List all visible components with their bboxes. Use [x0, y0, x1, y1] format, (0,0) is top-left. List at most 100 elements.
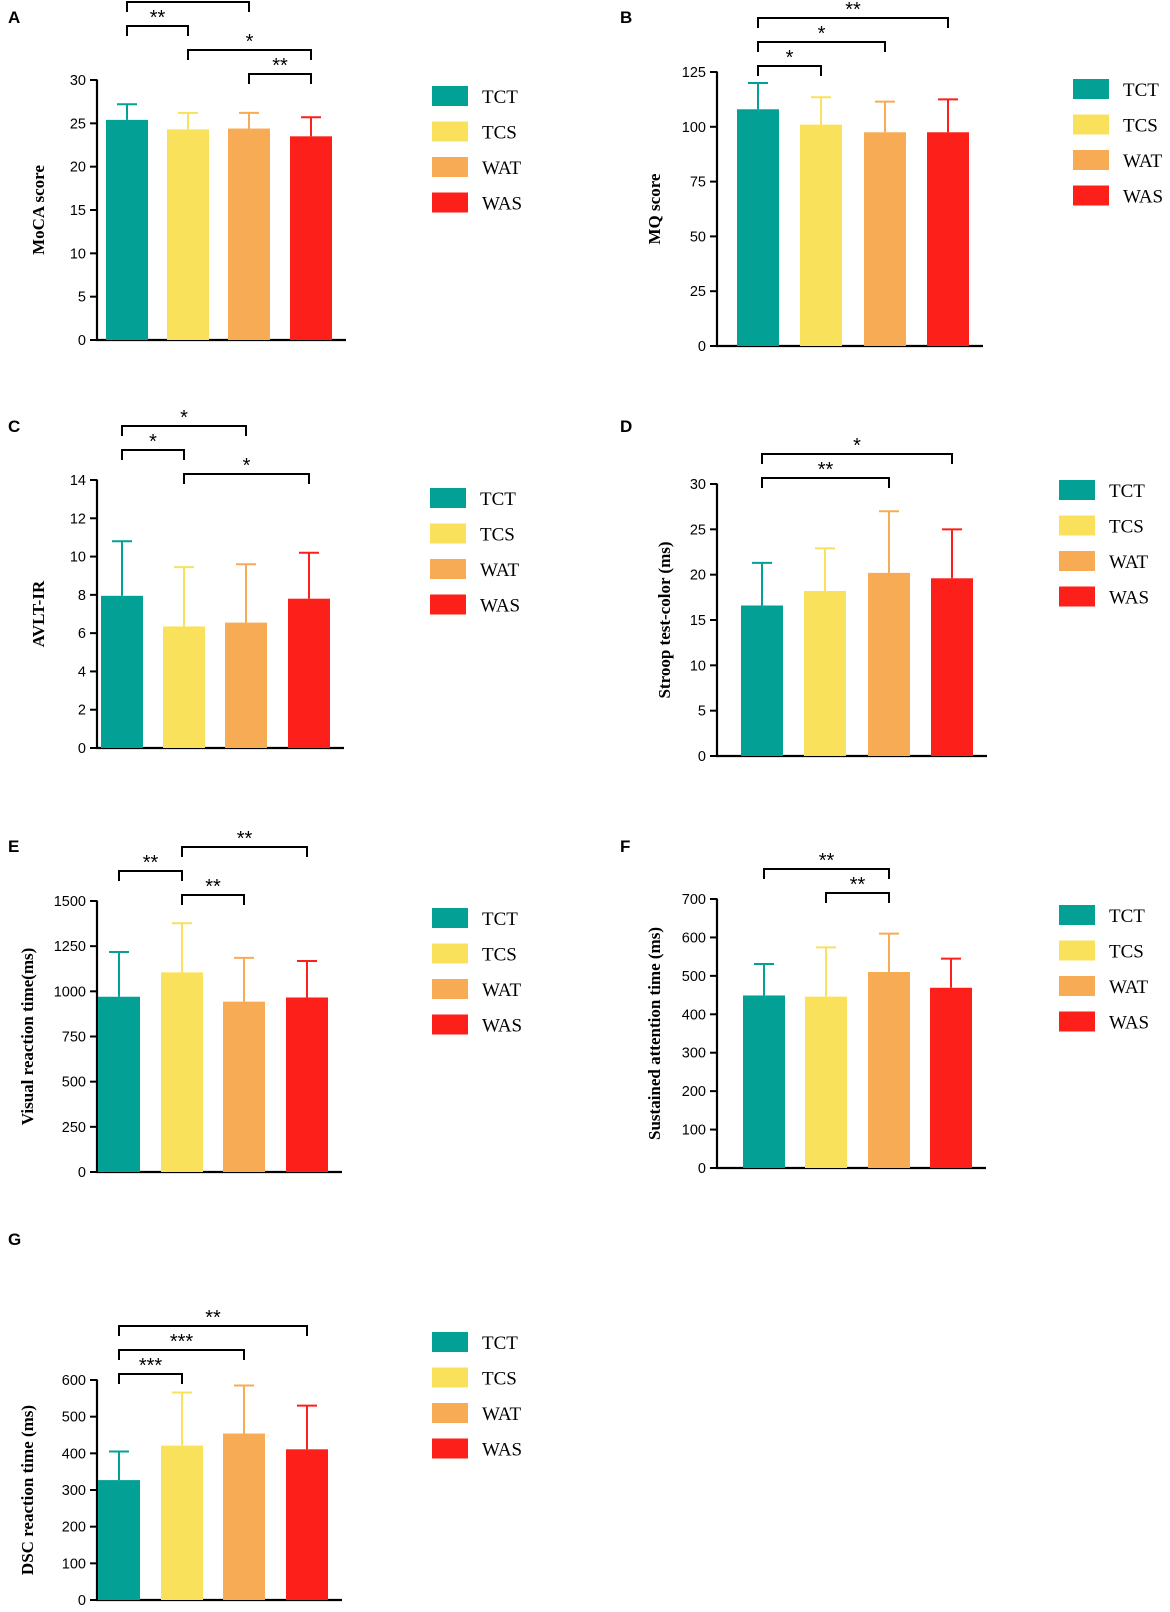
- legend-label-was: WAS: [1109, 588, 1149, 609]
- legend-swatch-tcs: [432, 121, 468, 142]
- legend-swatch-tcs: [1059, 940, 1095, 961]
- significance-bracket: [126, 25, 189, 36]
- significance-label: **: [237, 828, 253, 850]
- legend-swatch-was: [432, 192, 468, 213]
- legend-label-tcs: TCS: [482, 123, 517, 144]
- significance-label: *: [246, 31, 254, 53]
- panel-letter: C: [8, 417, 20, 436]
- legend-label-tct: TCT: [1123, 80, 1159, 101]
- legend-swatch-was: [1059, 586, 1095, 607]
- y-tick-label: 300: [682, 1046, 706, 1062]
- bar-tct: [743, 995, 785, 1168]
- significance-bracket: [757, 65, 822, 76]
- bar-tct: [98, 996, 140, 1172]
- y-tick-label: 0: [78, 741, 86, 757]
- y-tick-label: 0: [78, 1165, 86, 1181]
- significance-bracket: [825, 892, 890, 903]
- legend-swatch-wat: [432, 1403, 468, 1423]
- significance-label: ***: [170, 1331, 194, 1353]
- y-tick-label: 14: [70, 473, 86, 489]
- legend-label-was: WAS: [1123, 187, 1163, 208]
- bar-was: [288, 598, 330, 748]
- y-axis-title: MQ score: [645, 173, 664, 244]
- y-tick-label: 400: [682, 1007, 706, 1023]
- legend-swatch-wat: [432, 157, 468, 177]
- bar-tct: [98, 1480, 140, 1600]
- legend-label-tcs: TCS: [480, 525, 515, 546]
- y-tick-label: 500: [682, 969, 706, 985]
- legend-label-wat: WAT: [1109, 552, 1148, 573]
- legend-swatch-wat: [432, 979, 468, 999]
- y-tick-label: 200: [682, 1084, 706, 1100]
- legend-label-tct: TCT: [480, 489, 516, 510]
- y-axis-title: Sustained attention time (ms): [645, 927, 664, 1140]
- legend-swatch-tcs: [432, 1367, 468, 1388]
- significance-label: *: [184, 0, 192, 5]
- significance-bracket: [121, 449, 185, 460]
- significance-label: *: [853, 435, 861, 457]
- bar-tcs: [167, 129, 209, 340]
- significance-bracket: [761, 477, 890, 488]
- significance-bracket: [121, 425, 247, 436]
- y-tick-label: 1000: [54, 984, 86, 1000]
- y-axis-title: MoCA score: [29, 165, 48, 255]
- y-axis-title: Visual reaction time(ms): [18, 948, 37, 1126]
- legend-swatch-tcs: [430, 523, 466, 544]
- legend-swatch-was: [430, 594, 466, 615]
- significance-label: *: [180, 407, 188, 429]
- legend-label-tct: TCT: [482, 909, 518, 930]
- bar-wat: [228, 128, 270, 340]
- y-axis-title: DSC reaction time (ms): [18, 1405, 37, 1575]
- y-tick-label: 5: [698, 704, 706, 720]
- significance-bracket: [183, 473, 310, 484]
- y-tick-label: 1250: [54, 939, 86, 955]
- legend-label-tct: TCT: [482, 1333, 518, 1354]
- significance-bracket: [118, 1349, 245, 1360]
- y-tick-label: 6: [78, 626, 86, 642]
- y-tick-label: 0: [698, 339, 706, 355]
- y-tick-label: 2: [78, 703, 86, 719]
- y-tick-label: 15: [70, 203, 86, 219]
- legend-label-tct: TCT: [1109, 481, 1145, 502]
- significance-label: *: [149, 431, 157, 453]
- legend-label-tcs: TCS: [1109, 942, 1144, 963]
- legend-label-was: WAS: [1109, 1013, 1149, 1034]
- significance-label: *: [786, 47, 794, 69]
- bar-tcs: [161, 1445, 203, 1600]
- legend-swatch-tct: [1059, 480, 1095, 500]
- legend-label-wat: WAT: [1109, 977, 1148, 998]
- significance-label: **: [205, 1307, 221, 1329]
- y-tick-label: 30: [690, 477, 706, 493]
- y-tick-label: 700: [682, 892, 706, 908]
- significance-label: **: [143, 852, 159, 874]
- bar-tct: [741, 605, 783, 756]
- bar-wat: [868, 972, 910, 1168]
- significance-label: *: [818, 23, 826, 45]
- legend-label-tct: TCT: [482, 87, 518, 108]
- significance-bracket: [118, 870, 183, 881]
- bar-was: [286, 1449, 328, 1600]
- legend-label-tcs: TCS: [1123, 116, 1158, 137]
- bar-tct: [106, 119, 148, 340]
- y-tick-label: 100: [682, 1123, 706, 1139]
- legend-label-wat: WAT: [1123, 151, 1162, 172]
- y-tick-label: 5: [78, 290, 86, 306]
- y-tick-label: 15: [690, 613, 706, 629]
- y-tick-label: 600: [682, 930, 706, 946]
- legend-swatch-was: [1073, 185, 1109, 206]
- legend-label-wat: WAT: [482, 980, 521, 1001]
- significance-bracket: [757, 41, 886, 52]
- legend-swatch-wat: [1059, 976, 1095, 996]
- panel-letter: F: [620, 837, 630, 856]
- significance-label: **: [850, 874, 866, 896]
- y-tick-label: 10: [70, 246, 86, 262]
- bar-tcs: [804, 590, 846, 756]
- bar-wat: [223, 1001, 265, 1172]
- legend-label-tct: TCT: [1109, 906, 1145, 927]
- legend-label-tcs: TCS: [1109, 517, 1144, 538]
- bar-wat: [223, 1433, 265, 1600]
- legend-swatch-tct: [432, 908, 468, 928]
